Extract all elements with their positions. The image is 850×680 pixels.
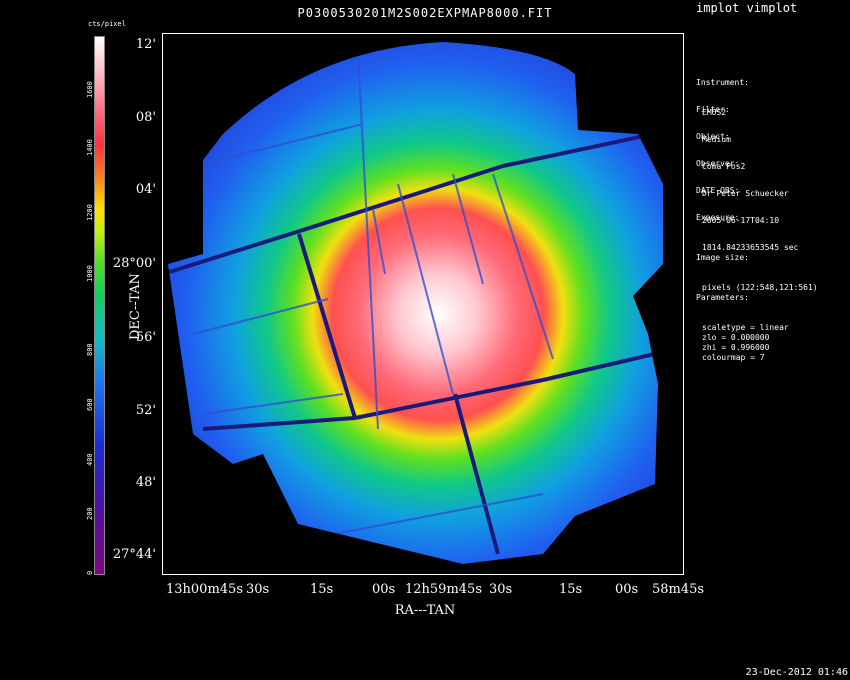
y-tick-label: 08' xyxy=(135,110,156,125)
info-value: Coma Pos2 xyxy=(702,162,746,171)
info-observer: Observer: Dr Peter Schuecker xyxy=(696,139,789,209)
info-label: DATE-OBS: xyxy=(696,186,740,195)
x-tick-label: 12h59m45s xyxy=(405,582,482,597)
app-title: implot vimplot xyxy=(696,1,798,15)
info-value: Medium xyxy=(702,135,731,144)
colorbar-tick: 200 xyxy=(86,507,94,520)
x-tick-label: 15s xyxy=(559,582,583,597)
colorbar-tick: 1600 xyxy=(86,81,94,98)
y-tick-label: 04' xyxy=(135,182,156,197)
info-value: 1814.84233653545 sec xyxy=(702,243,799,252)
y-tick-label: 56' xyxy=(135,330,156,345)
info-value: scaletype = linear zlo = 0.000000 zhi = … xyxy=(702,323,789,362)
info-label: Image size: xyxy=(696,253,749,262)
y-tick-label: 48' xyxy=(135,475,156,490)
info-filter: Filter: Medium xyxy=(696,85,731,155)
colorbar-tick: 1400 xyxy=(86,139,94,156)
colorbar-tick: 1200 xyxy=(86,204,94,221)
info-value: EMOS2 xyxy=(702,108,727,117)
info-label: Exposure: xyxy=(696,213,740,222)
image-title: P0300530201M2S002EXPMAP8000.FIT xyxy=(297,6,553,20)
info-label: Filter: xyxy=(696,105,730,114)
info-label: Parameters: xyxy=(696,293,749,302)
colorbar-unit-label: cts/pixel xyxy=(88,20,126,28)
info-image-size: Image size: pixels (122:548,121:561) xyxy=(696,233,818,303)
x-tick-label: 13h00m45s xyxy=(166,582,243,597)
info-date-obs: DATE-OBS: 2005-06-17T04:10 xyxy=(696,166,779,236)
colorbar-tick: 600 xyxy=(86,398,94,411)
colorbar-tick: 400 xyxy=(86,453,94,466)
info-value: Dr Peter Schuecker xyxy=(702,189,789,198)
y-tick-label: 28°00' xyxy=(112,256,156,271)
colorbar-tick: 0 xyxy=(86,570,94,575)
x-axis-label: RA---TAN xyxy=(394,603,456,618)
info-exposure: Exposure: 1814.84233653545 sec xyxy=(696,193,798,263)
y-tick-label: 27°44' xyxy=(112,547,156,562)
info-value: 2005-06-17T04:10 xyxy=(702,216,780,225)
x-tick-label: 15s xyxy=(310,582,334,597)
plot-frame xyxy=(162,33,684,575)
x-tick-label: 00s xyxy=(615,582,639,597)
info-object: Object: Coma Pos2 xyxy=(696,112,745,182)
colorbar-tick: 1000 xyxy=(86,265,94,282)
info-instrument: Instrument: EMOS2 xyxy=(696,58,749,128)
y-tick-label: 12' xyxy=(135,37,156,52)
exposure-map-image xyxy=(168,42,663,564)
colorbar xyxy=(94,36,105,575)
colorbar-tick: 800 xyxy=(86,343,94,356)
info-label: Instrument: xyxy=(696,78,749,87)
y-tick-label: 52' xyxy=(135,403,156,418)
x-tick-label: 30s xyxy=(246,582,270,597)
info-label: Observer: xyxy=(696,159,740,168)
info-parameters: Parameters: scaletype = linear zlo = 0.0… xyxy=(696,273,789,373)
info-label: Object: xyxy=(696,132,730,141)
x-tick-label: 58m45s xyxy=(652,582,705,597)
x-tick-label: 00s xyxy=(372,582,396,597)
y-axis-label: DEC--TAN xyxy=(128,273,143,340)
info-value: pixels (122:548,121:561) xyxy=(702,283,818,292)
x-tick-label: 30s xyxy=(489,582,513,597)
timestamp: 23-Dec-2012 01:46 xyxy=(745,667,848,678)
